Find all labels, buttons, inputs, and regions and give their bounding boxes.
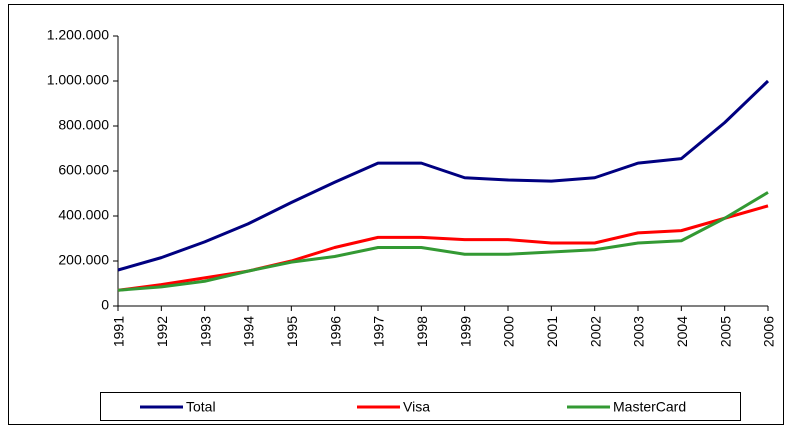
x-tick-label: 1992 <box>154 316 170 347</box>
x-tick-label: 1999 <box>457 316 473 347</box>
x-tick-label: 1991 <box>111 316 127 347</box>
y-tick-label: 600.000 <box>58 162 109 178</box>
x-tick-label: 2002 <box>587 316 603 347</box>
y-tick-label: 1.200.000 <box>47 27 109 43</box>
y-tick-label: 1.000.000 <box>47 72 109 88</box>
series-line <box>117 79 770 272</box>
x-tick-label: 1998 <box>414 316 430 347</box>
x-tick-label: 2006 <box>761 316 777 347</box>
x-tick-label: 2001 <box>544 316 560 347</box>
x-tick-label: 1996 <box>327 316 343 347</box>
x-tick-label: 2005 <box>717 316 733 347</box>
y-tick-label: 200.000 <box>58 252 109 268</box>
legend-label: MasterCard <box>613 399 686 415</box>
chart-border <box>8 4 784 425</box>
x-tick-label: 1994 <box>241 316 257 347</box>
legend-label: Visa <box>403 399 430 415</box>
x-tick-label: 1997 <box>371 316 387 347</box>
y-tick-label: 800.000 <box>58 117 109 133</box>
x-tick-label: 2003 <box>631 316 647 347</box>
legend-label: Total <box>186 399 216 415</box>
x-tick-label: 2004 <box>674 316 690 347</box>
x-tick-label: 1995 <box>284 316 300 347</box>
y-tick-label: 0 <box>101 297 109 313</box>
series-line <box>117 191 769 292</box>
x-tick-label: 2000 <box>501 316 517 347</box>
x-tick-label: 1993 <box>197 316 213 347</box>
series-line <box>117 204 769 292</box>
legend-box <box>100 392 741 421</box>
y-tick-label: 400.000 <box>58 207 109 223</box>
